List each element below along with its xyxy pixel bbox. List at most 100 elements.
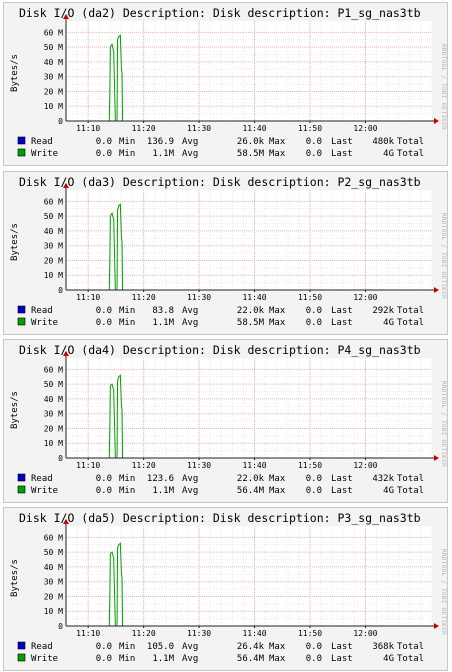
legend-max-text: Max — [269, 137, 286, 147]
y-tick-label: 0 — [58, 117, 63, 126]
legend-last-text: 4G — [383, 654, 394, 664]
legend-name-text: Read — [31, 137, 53, 147]
x-tick-label: 11:50 — [298, 293, 322, 302]
legend-max-text: Max — [269, 149, 286, 159]
x-tick-label: 11:30 — [187, 293, 211, 302]
x-tick-label: 11:50 — [298, 124, 322, 133]
x-tick-label: 11:30 — [187, 124, 211, 133]
x-tick-label: 11:40 — [242, 293, 266, 302]
legend-name-text: Read — [31, 306, 53, 316]
legend-swatch-write — [17, 485, 26, 494]
legend-avg-text: 26.0k — [237, 137, 265, 147]
legend-last-text: Last — [331, 318, 353, 328]
plot-area — [66, 358, 432, 458]
y-tick-label: 60 M — [44, 197, 63, 206]
legend-min-text: Min — [119, 474, 135, 484]
legend-last-text: 292k — [372, 306, 394, 316]
legend-swatch-write — [17, 317, 26, 326]
legend-last-text: 368k — [372, 642, 394, 652]
legend-current-text: 0.0 — [96, 642, 112, 652]
chart-title: Disk I/O (da2) Description: Disk descrip… — [19, 6, 421, 20]
legend-last-text: Last — [331, 149, 353, 159]
legend-min-text: Min — [119, 149, 135, 159]
graph-panel-da4: 0 10 M 20 M 30 M 40 M 50 M 60 M 11:10 11:20 11:30… — [3, 339, 448, 503]
y-tick-label: 30 M — [44, 242, 63, 251]
legend-max-text: Max — [269, 486, 286, 496]
rrdtool-watermark: RRDTOOL / TOBI OETIKER — [440, 213, 447, 299]
legend-max-text: Max — [269, 318, 286, 328]
y-tick-label: 60 M — [44, 533, 63, 542]
y-axis-label: Bytes/s — [10, 559, 20, 597]
y-tick-label: 30 M — [44, 410, 63, 419]
graph-panel-da5: 0 10 M 20 M 30 M 40 M 50 M 60 M 11:10 11:20 11:30… — [3, 507, 448, 671]
legend-avg-text: Avg — [182, 318, 198, 328]
rrdtool-watermark: RRDTOOL / TOBI OETIKER — [440, 44, 447, 130]
legend-current-text: 0.0 — [96, 149, 112, 159]
y-tick-label: 40 M — [44, 227, 63, 236]
legend-name-text: Write — [31, 486, 58, 496]
legend-avg-text: Avg — [182, 642, 198, 652]
x-tick-label: 11:40 — [242, 461, 266, 470]
legend-current-text: 0.0 — [96, 474, 112, 484]
legend-avg-text: 58.5M — [237, 318, 265, 328]
y-tick-label: 50 M — [44, 43, 63, 52]
y-tick-label: 0 — [58, 622, 63, 631]
rrdtool-watermark: RRDTOOL / TOBI OETIKER — [440, 549, 447, 635]
chart-svg: 0 10 M 20 M 30 M 40 M 50 M 60 M 11:10 11:20 11:30… — [10, 343, 447, 496]
y-axis-arrow — [63, 183, 69, 188]
chart-svg: 0 10 M 20 M 30 M 40 M 50 M 60 M 11:10 11:20 11:30… — [10, 6, 447, 159]
plot-area — [66, 526, 432, 626]
y-axis-label: Bytes/s — [10, 223, 20, 261]
legend-max-text: 0.0 — [306, 486, 322, 496]
legend-min-text: Min — [119, 137, 135, 147]
legend-min-text: Min — [119, 642, 135, 652]
legend-swatch-read — [17, 641, 26, 650]
legend-total-text: Total — [397, 149, 424, 159]
x-tick-label: 11:10 — [76, 124, 100, 133]
legend-avg-text: 22.0k — [237, 474, 265, 484]
y-axis-arrow — [63, 14, 69, 19]
y-tick-label: 10 M — [44, 271, 63, 280]
y-tick-label: 0 — [58, 454, 63, 463]
x-tick-label: 12:00 — [353, 293, 377, 302]
legend-name-text: Read — [31, 474, 53, 484]
legend-swatch-write — [17, 148, 26, 157]
x-tick-label: 11:30 — [187, 629, 211, 638]
plot-area — [66, 190, 432, 290]
y-tick-label: 20 M — [44, 87, 63, 96]
legend-avg-text: Avg — [182, 654, 198, 664]
x-axis-arrow — [434, 118, 439, 124]
x-tick-label: 11:20 — [132, 293, 156, 302]
legend-avg-text: Avg — [182, 474, 198, 484]
legend-total-text: Total — [397, 474, 424, 484]
legend-min-text: 136.9 — [147, 137, 174, 147]
legend-max-text: Max — [269, 306, 286, 316]
legend-last-text: 4G — [383, 486, 394, 496]
legend-avg-text: Avg — [182, 486, 198, 496]
y-tick-label: 30 M — [44, 578, 63, 587]
x-tick-label: 11:40 — [242, 124, 266, 133]
x-axis-arrow — [434, 287, 439, 293]
y-tick-label: 20 M — [44, 424, 63, 433]
legend-max-text: Max — [269, 654, 286, 664]
y-tick-label: 40 M — [44, 58, 63, 67]
x-tick-label: 11:40 — [242, 629, 266, 638]
chart-title: Disk I/O (da3) Description: Disk descrip… — [19, 175, 421, 189]
legend-min-text: 1.1M — [152, 486, 174, 496]
legend-min-text: Min — [119, 654, 135, 664]
legend-total-text: Total — [397, 306, 424, 316]
legend-last-text: Last — [331, 306, 353, 316]
legend-max-text: 0.0 — [306, 306, 322, 316]
legend-swatch-read — [17, 473, 26, 482]
legend-max-text: Max — [269, 642, 286, 652]
x-tick-label: 11:30 — [187, 461, 211, 470]
y-tick-label: 60 M — [44, 28, 63, 37]
x-tick-label: 12:00 — [353, 461, 377, 470]
legend-max-text: 0.0 — [306, 318, 322, 328]
x-tick-label: 12:00 — [353, 124, 377, 133]
y-tick-label: 50 M — [44, 548, 63, 557]
legend-avg-text: Avg — [182, 149, 198, 159]
legend-current-text: 0.0 — [96, 654, 112, 664]
legend-name-text: Read — [31, 642, 53, 652]
legend-last-text: 4G — [383, 318, 394, 328]
